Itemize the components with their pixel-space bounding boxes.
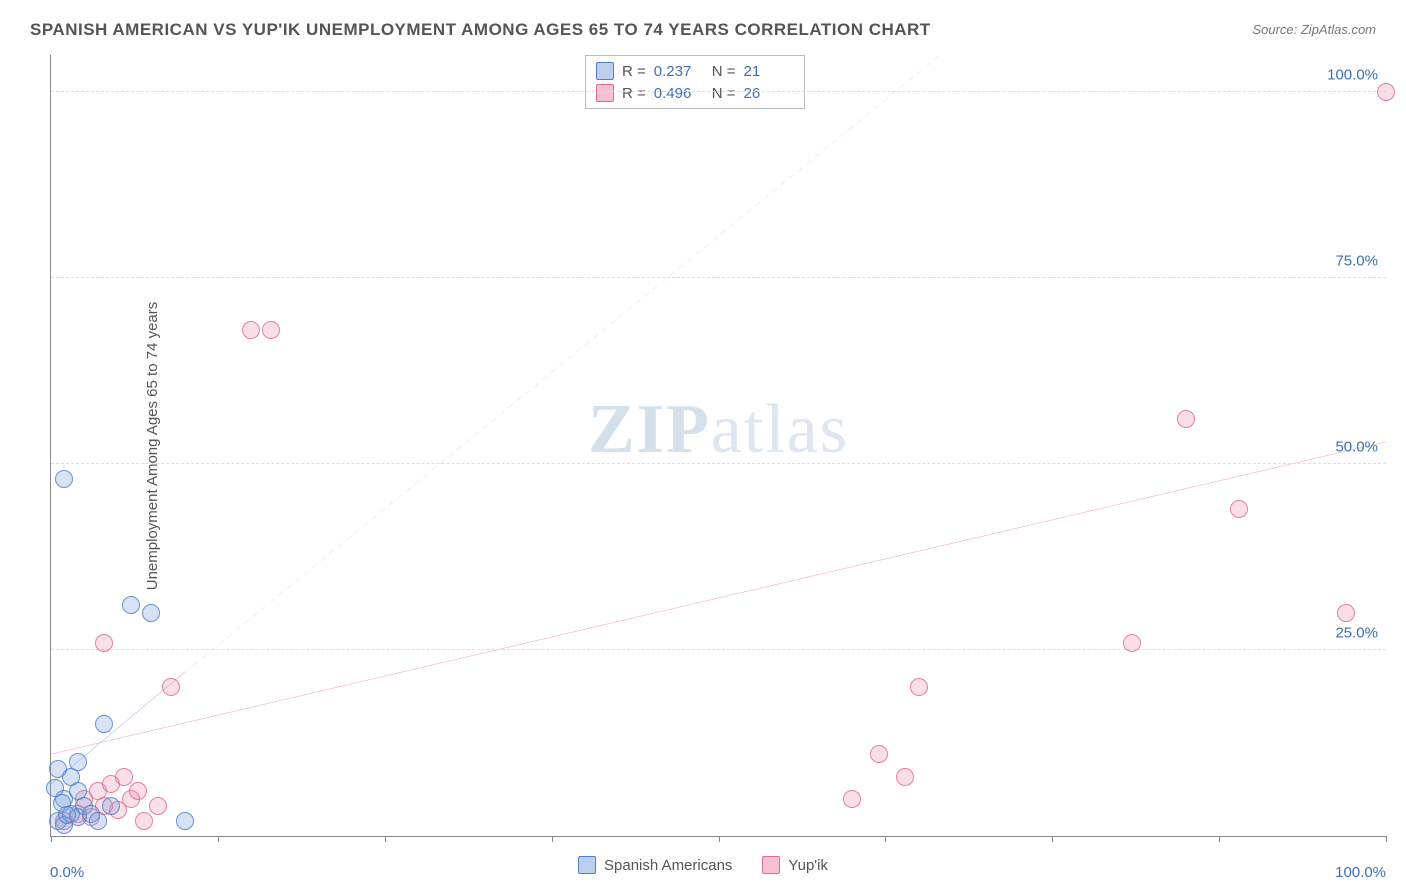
data-point-pink <box>1230 500 1248 518</box>
watermark-a: ZIP <box>588 391 711 468</box>
y-tick-label: 75.0% <box>1335 253 1378 270</box>
data-point-pink <box>1337 604 1355 622</box>
x-min-label: 0.0% <box>50 864 84 881</box>
x-max-label: 100.0% <box>1335 864 1386 881</box>
data-point-pink <box>910 678 928 696</box>
y-tick-label: 50.0% <box>1335 439 1378 456</box>
data-point-blue <box>122 596 140 614</box>
corr-n-label: N = <box>712 63 736 80</box>
data-point-blue <box>142 604 160 622</box>
trend-line <box>51 442 1386 754</box>
gridline <box>51 91 1386 92</box>
corr-row-blue: R = 0.237 N = 21 <box>596 60 794 82</box>
x-tick <box>218 836 219 842</box>
data-point-blue <box>95 715 113 733</box>
swatch-pink <box>596 84 614 102</box>
corr-r-label: R = <box>622 63 646 80</box>
data-point-pink <box>115 768 133 786</box>
data-point-blue <box>69 753 87 771</box>
x-tick <box>1052 836 1053 842</box>
data-point-pink <box>1377 83 1395 101</box>
data-point-pink <box>896 768 914 786</box>
source-label: Source: ZipAtlas.com <box>1252 22 1376 37</box>
data-point-pink <box>129 782 147 800</box>
data-point-pink <box>242 321 260 339</box>
trend-lines <box>51 55 1386 836</box>
chart-area: ZIPatlas R = 0.237 N = 21 R = 0.496 N = … <box>50 55 1386 837</box>
data-point-pink <box>843 790 861 808</box>
data-point-pink <box>1177 410 1195 428</box>
legend-item-pink: Yup'ik <box>762 856 828 874</box>
data-point-blue <box>89 812 107 830</box>
data-point-pink <box>870 745 888 763</box>
plot-region: ZIPatlas R = 0.237 N = 21 R = 0.496 N = … <box>50 55 1386 837</box>
data-point-blue <box>46 779 64 797</box>
y-tick-label: 25.0% <box>1335 625 1378 642</box>
data-point-pink <box>95 634 113 652</box>
corr-n-label: N = <box>712 85 736 102</box>
data-point-pink <box>149 797 167 815</box>
x-tick <box>719 836 720 842</box>
legend-label-pink: Yup'ik <box>788 857 828 874</box>
watermark-b: atlas <box>711 391 849 468</box>
corr-n-pink: 26 <box>744 85 794 102</box>
swatch-blue <box>596 62 614 80</box>
correlation-legend: R = 0.237 N = 21 R = 0.496 N = 26 <box>585 55 805 109</box>
x-tick <box>885 836 886 842</box>
x-tick <box>385 836 386 842</box>
chart-title: SPANISH AMERICAN VS YUP'IK UNEMPLOYMENT … <box>30 20 931 40</box>
gridline <box>51 277 1386 278</box>
data-point-blue <box>58 806 76 824</box>
x-tick <box>1219 836 1220 842</box>
data-point-blue <box>49 760 67 778</box>
x-tick <box>1386 836 1387 842</box>
corr-n-blue: 21 <box>744 63 794 80</box>
swatch-blue <box>578 856 596 874</box>
corr-r-blue: 0.237 <box>654 63 704 80</box>
trend-line <box>185 55 986 672</box>
legend-item-blue: Spanish Americans <box>578 856 732 874</box>
swatch-pink <box>762 856 780 874</box>
gridline <box>51 463 1386 464</box>
data-point-blue <box>102 797 120 815</box>
watermark: ZIPatlas <box>588 390 849 470</box>
x-tick <box>51 836 52 842</box>
corr-row-pink: R = 0.496 N = 26 <box>596 82 794 104</box>
legend-label-blue: Spanish Americans <box>604 857 732 874</box>
corr-r-label: R = <box>622 85 646 102</box>
x-tick <box>552 836 553 842</box>
series-legend: Spanish Americans Yup'ik <box>578 856 828 874</box>
data-point-pink <box>162 678 180 696</box>
corr-r-pink: 0.496 <box>654 85 704 102</box>
data-point-pink <box>1123 634 1141 652</box>
data-point-blue <box>55 470 73 488</box>
data-point-pink <box>262 321 280 339</box>
data-point-blue <box>176 812 194 830</box>
y-tick-label: 100.0% <box>1327 67 1378 84</box>
gridline <box>51 649 1386 650</box>
data-point-pink <box>135 812 153 830</box>
